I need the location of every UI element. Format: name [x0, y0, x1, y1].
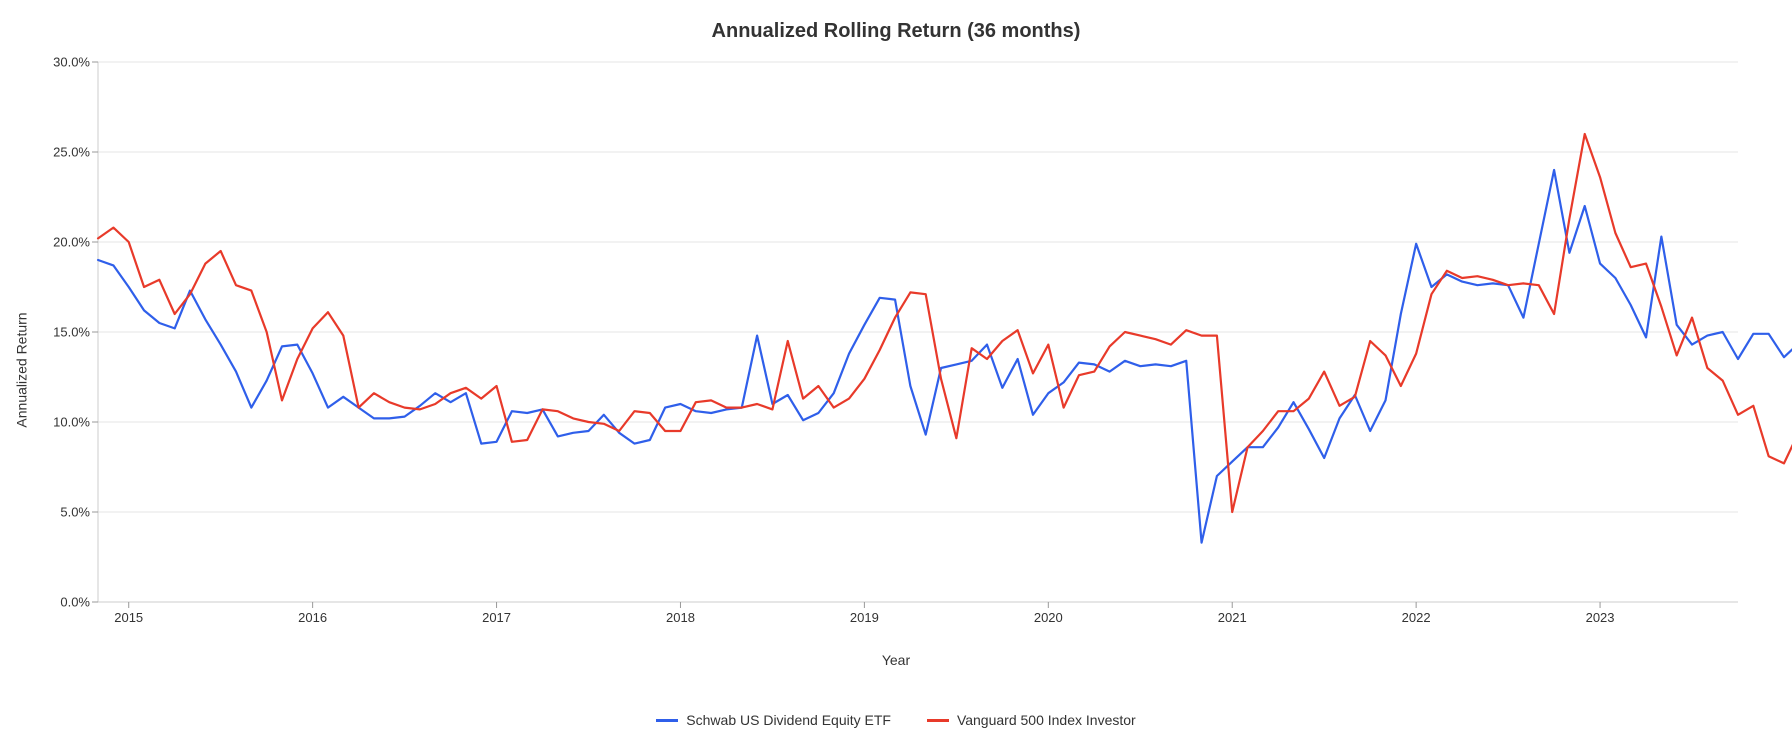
legend-item-1[interactable]: Vanguard 500 Index Investor: [927, 712, 1136, 728]
y-tick-label: 15.0%: [53, 325, 98, 340]
x-tick-label: 2020: [1034, 602, 1063, 625]
legend-item-0[interactable]: Schwab US Dividend Equity ETF: [656, 712, 891, 728]
x-tick-label: 2019: [850, 602, 879, 625]
y-tick-label: 0.0%: [60, 595, 98, 610]
y-tick-label: 5.0%: [60, 505, 98, 520]
legend: Schwab US Dividend Equity ETF Vanguard 50…: [0, 709, 1792, 729]
rolling-return-chart: Annualized Rolling Return (36 months) An…: [0, 0, 1792, 740]
y-tick-label: 25.0%: [53, 145, 98, 160]
y-tick-label: 10.0%: [53, 415, 98, 430]
series-line-0: [98, 170, 1792, 543]
x-tick-label: 2022: [1402, 602, 1431, 625]
y-tick-label: 20.0%: [53, 235, 98, 250]
x-tick-label: 2017: [482, 602, 511, 625]
y-tick-label: 30.0%: [53, 55, 98, 70]
x-tick-label: 2021: [1218, 602, 1247, 625]
x-tick-label: 2016: [298, 602, 327, 625]
x-tick-label: 2023: [1586, 602, 1615, 625]
plot-svg: [98, 62, 1738, 602]
legend-label: Vanguard 500 Index Investor: [957, 712, 1136, 728]
x-tick-label: 2015: [114, 602, 143, 625]
legend-label: Schwab US Dividend Equity ETF: [686, 712, 891, 728]
series-line-1: [98, 134, 1792, 512]
legend-swatch: [656, 719, 678, 722]
x-axis-label: Year: [0, 652, 1792, 668]
plot-area: 0.0%5.0%10.0%15.0%20.0%25.0%30.0% 201520…: [98, 62, 1738, 602]
y-axis-label: Annualized Return: [14, 312, 30, 427]
x-tick-label: 2018: [666, 602, 695, 625]
legend-swatch: [927, 719, 949, 722]
chart-title: Annualized Rolling Return (36 months): [0, 20, 1792, 43]
